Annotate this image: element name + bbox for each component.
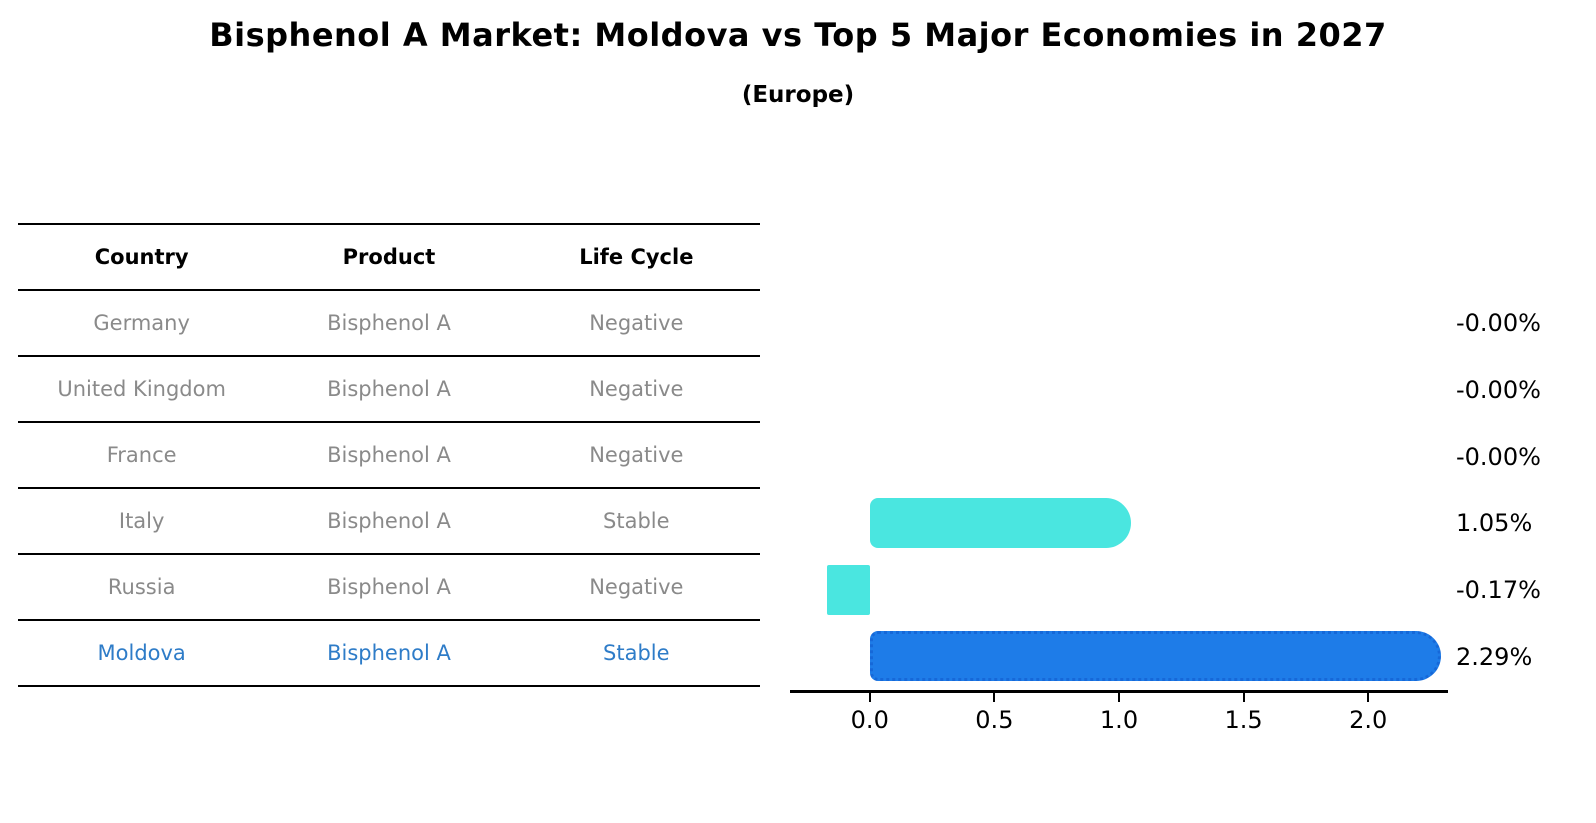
cell-country: Moldova (97, 641, 186, 665)
table-row-russia: Russia Bisphenol A Negative (18, 555, 760, 621)
cell-product: Bisphenol A (327, 641, 451, 665)
x-tick-mark-0.0 (868, 693, 871, 702)
value-label-germany: -0.00% (1456, 309, 1541, 338)
cell-product: Bisphenol A (327, 377, 451, 401)
table-row-italy: Italy Bisphenol A Stable (18, 489, 760, 555)
data-table: Country Product Life Cycle Germany Bisphe… (18, 223, 760, 687)
chart-row-moldova (790, 623, 1448, 690)
cell-lifecycle: Stable (603, 509, 670, 533)
chart-row-united-kingdom (790, 357, 1448, 424)
table-row-germany: Germany Bisphenol A Negative (18, 291, 760, 357)
x-tick-label-1.5: 1.5 (1224, 706, 1263, 734)
x-tick-mark-0.5 (993, 693, 996, 702)
bar-moldova (869, 631, 1441, 682)
x-tick-label-1.0: 1.0 (1099, 706, 1139, 734)
x-tick-mark-1.0 (1118, 693, 1120, 702)
table-header-row: Country Product Life Cycle (18, 225, 760, 291)
bar-italy (869, 498, 1132, 548)
cell-country: United Kingdom (57, 377, 226, 401)
column-header-lifecycle: Life Cycle (579, 245, 694, 269)
cell-country: Italy (118, 509, 165, 533)
table-row-france: France Bisphenol A Negative (18, 423, 760, 489)
cell-country: Russia (107, 575, 176, 599)
x-tick-label-0.0: 0.0 (850, 706, 889, 734)
cell-lifecycle: Negative (589, 311, 684, 335)
table-row-moldova: Moldova Bisphenol A Stable (18, 621, 760, 687)
cell-lifecycle: Negative (589, 377, 684, 401)
table-row-united-kingdom: United Kingdom Bisphenol A Negative (18, 357, 760, 423)
chart-title: Bisphenol A Market: Moldova vs Top 5 Maj… (209, 16, 1387, 54)
chart-subtitle: (Europe) (741, 82, 855, 108)
chart-row-italy (790, 490, 1448, 557)
value-labels-column: -0.00% -0.00% -0.00% 1.05% -0.17% 2.29% (1456, 290, 1596, 690)
cell-lifecycle: Stable (603, 641, 670, 665)
cell-lifecycle: Negative (589, 443, 684, 467)
cell-product: Bisphenol A (327, 443, 451, 467)
column-header-country: Country (94, 245, 189, 269)
x-tick-label-0.5: 0.5 (975, 706, 1014, 734)
chart-row-russia (790, 557, 1448, 624)
column-header-product: Product (342, 245, 436, 269)
value-label-russia: -0.17% (1456, 575, 1541, 604)
cell-country: Germany (93, 311, 190, 335)
value-label-moldova: 2.29% (1456, 642, 1533, 671)
cell-product: Bisphenol A (327, 509, 451, 533)
cell-product: Bisphenol A (327, 311, 451, 335)
x-tick-mark-2.0 (1367, 693, 1370, 702)
value-label-france: -0.00% (1456, 442, 1541, 471)
x-tick-label-2.0: 2.0 (1349, 706, 1388, 734)
bar-russia (827, 564, 870, 615)
value-label-italy: 1.05% (1456, 509, 1533, 538)
cell-lifecycle: Negative (589, 575, 684, 599)
chart-row-germany (790, 290, 1448, 357)
value-label-united-kingdom: -0.00% (1456, 375, 1541, 404)
bar-chart-plot-area: 0.0 0.5 1.0 1.5 2.0 (790, 290, 1448, 734)
cell-country: France (106, 443, 177, 467)
cell-product: Bisphenol A (327, 575, 451, 599)
chart-row-france (790, 423, 1448, 490)
x-tick-mark-1.5 (1242, 693, 1245, 702)
